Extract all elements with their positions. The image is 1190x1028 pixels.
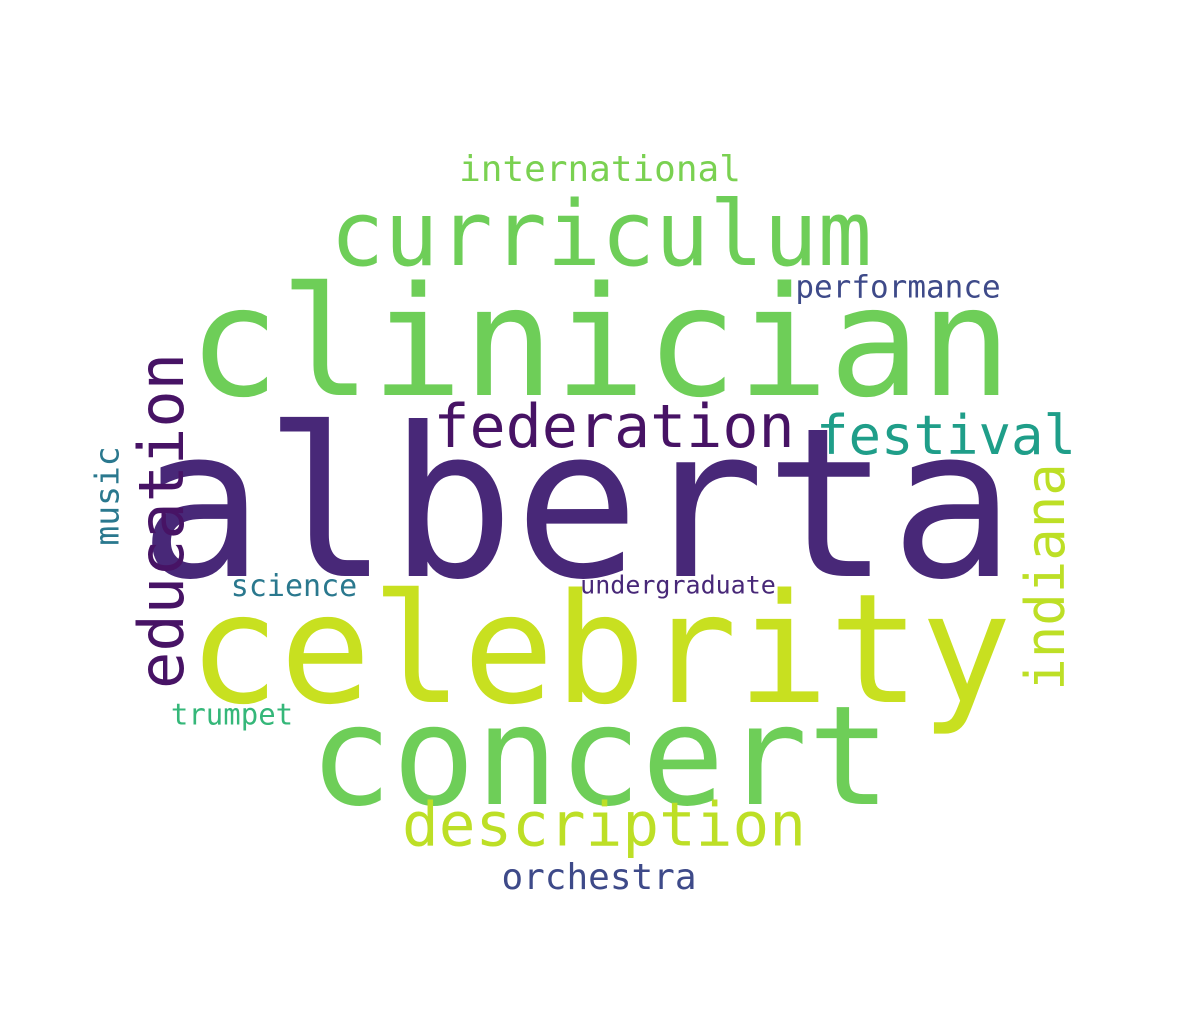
word-science: science [230, 569, 358, 604]
word-festival: festival [815, 404, 1077, 467]
word-trumpet: trumpet [170, 697, 294, 732]
word-federation: federation [433, 392, 795, 462]
word-undergraduate: undergraduate [580, 570, 776, 600]
word-description: description [402, 789, 806, 861]
word-alberta: alberta [138, 384, 1016, 626]
word-performance: performance [795, 269, 1001, 306]
word-celebrity: celebrity [188, 561, 1012, 738]
word-curriculum: curriculum [330, 182, 872, 287]
word-music: music [87, 446, 127, 546]
word-concert: concert [309, 676, 891, 837]
word-clinician: clinician [188, 254, 1012, 431]
word-indiana: indiana [1014, 463, 1077, 691]
word-international: international [459, 149, 741, 190]
word-orchestra: orchestra [501, 857, 697, 898]
word-education: education [125, 353, 198, 689]
